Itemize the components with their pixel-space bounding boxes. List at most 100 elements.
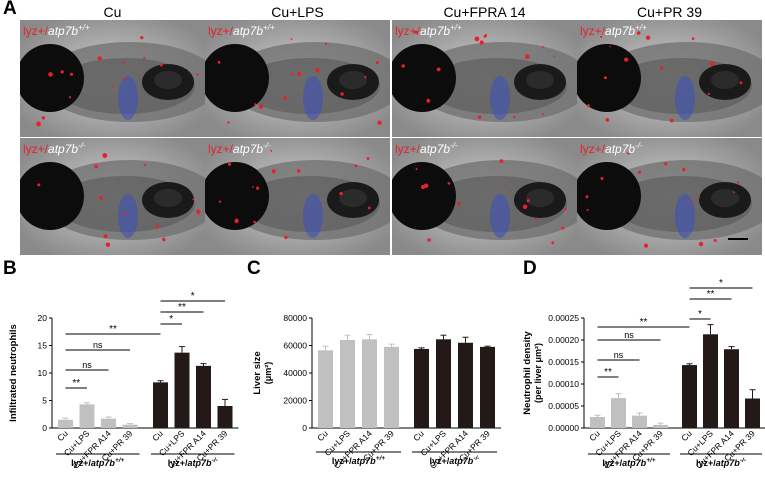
y-tick-label: 80000: [283, 313, 307, 323]
bar: [217, 406, 233, 428]
y-axis-label: Infiltrated neutrophils: [8, 324, 19, 422]
group-label: lyz+/atp7b-/-: [430, 455, 480, 466]
microscopy-image: lyz+/atp7b+/+: [577, 20, 762, 137]
bar: [196, 365, 211, 428]
group-label-prefix: lyz+/: [332, 456, 352, 466]
genotype-superscript: -/-: [450, 141, 458, 150]
bar: [122, 424, 138, 428]
genotype-superscript: +/+: [635, 23, 647, 32]
genotype-superscript: -/-: [78, 141, 86, 150]
scale-bar: [728, 238, 748, 240]
significance-label: ns: [624, 330, 634, 340]
group-label-gene: atp7b: [716, 458, 741, 468]
column-title-cu-lps: Cu+LPS: [271, 4, 324, 20]
genotype-superscript: +/+: [78, 23, 90, 32]
bar: [414, 348, 429, 428]
x-tick-label: Cu: [315, 428, 330, 443]
significance-label: *: [719, 278, 723, 289]
y-tick-label: 0.00010: [548, 379, 579, 389]
panel-letter-a: A: [3, 0, 17, 19]
genotype-label: lyz+/atp7b-/-: [395, 141, 458, 156]
group-label-prefix: lyz+/: [602, 458, 622, 468]
bar: [340, 340, 355, 428]
significance-label: **: [178, 302, 186, 313]
microscopy-image: lyz+/atp7b+/+: [205, 20, 390, 137]
group-label: lyz+/atp7b-/-: [696, 457, 746, 468]
bar: [611, 398, 626, 428]
bar: [174, 352, 190, 428]
genotype-label: lyz+/atp7b+/+: [208, 23, 275, 38]
group-label-prefix: lyz+/: [696, 458, 716, 468]
genotype-label: lyz+/atp7b+/+: [23, 23, 90, 38]
x-tick-label: Cu: [55, 428, 70, 443]
significance-label: **: [640, 317, 648, 328]
chart-liver-size: 0 20000 40000 60000 80000 Liver size (μm²) Cu Cu…: [252, 313, 501, 471]
y-tick-label: 0.00015: [548, 357, 579, 367]
bar: [362, 339, 377, 428]
group-label-gene: atp7b: [91, 458, 116, 468]
bar: [653, 424, 668, 428]
microscopy-image: lyz+/atp7b-/-: [205, 138, 390, 255]
y-tick-label: 20000: [283, 396, 307, 406]
bar: [101, 418, 116, 428]
significance-label: **: [72, 378, 80, 389]
bar: [480, 346, 495, 428]
genotype-superscript: -/-: [635, 141, 643, 150]
y-tick-label: 0: [302, 423, 307, 433]
bar: [703, 334, 718, 428]
genotype-prefix: lyz+/: [395, 142, 421, 156]
significance-label: **: [707, 289, 715, 300]
column-title-cu-fpra14: Cu+FPRA 14: [443, 4, 526, 20]
microscopy-image: lyz+/atp7b-/-: [577, 138, 762, 255]
group-label-gene: atp7b: [449, 456, 474, 466]
y-tick-label: 0.00000: [548, 423, 579, 433]
y-axis-unit: (per liver μm²): [533, 343, 543, 403]
y-tick-label: 0.00025: [548, 313, 579, 323]
group-label-superscript: -/-: [740, 457, 746, 464]
microscopy-image: lyz+/atp7b+/+: [20, 20, 205, 137]
genotype-gene: atp7b: [420, 24, 451, 38]
group-label-superscript: +/+: [646, 457, 656, 464]
group-label-gene: atp7b: [352, 456, 377, 466]
genotype-gene: atp7b: [233, 142, 264, 156]
x-tick-label: Cu: [679, 428, 694, 443]
group-label: lyz+/atp7b+/+: [332, 455, 385, 466]
column-title-cu-pr39: Cu+PR 39: [637, 4, 702, 20]
genotype-prefix: lyz+/: [208, 142, 234, 156]
panel-letter-b: B: [3, 258, 17, 279]
significance-label: **: [604, 367, 612, 378]
group-label-prefix: lyz+/: [168, 458, 188, 468]
chart-neutrophil-density: 0.00000 0.00005 0.00010 0.00015 0.00020 0.000…: [522, 278, 765, 471]
genotype-gene: atp7b: [48, 24, 79, 38]
bar: [58, 419, 73, 428]
y-axis-label: Liver size: [252, 351, 263, 394]
genotype-gene: atp7b: [48, 142, 79, 156]
group-label-superscript: +/+: [376, 455, 386, 462]
genotype-label: lyz+/atp7b+/+: [395, 23, 462, 38]
group-label: lyz+/atp7b+/+: [71, 457, 124, 468]
genotype-gene: atp7b: [233, 24, 264, 38]
microscopy-image: lyz+/atp7b+/+: [392, 20, 577, 137]
genotype-superscript: +/+: [450, 23, 462, 32]
bar: [724, 349, 739, 428]
significance-label: *: [191, 291, 195, 302]
bar: [745, 398, 760, 428]
group-label-gene: atp7b: [188, 458, 213, 468]
y-tick-label: 0: [42, 423, 47, 433]
group-label-prefix: lyz+/: [430, 456, 450, 466]
x-tick-label: Cu: [587, 428, 602, 443]
x-tick-label: Cu: [150, 428, 165, 443]
genotype-prefix: lyz+/: [23, 24, 49, 38]
bar: [590, 417, 605, 428]
column-title-cu: Cu: [103, 4, 122, 20]
significance-label: *: [169, 314, 173, 325]
group-label-gene: atp7b: [622, 458, 647, 468]
genotype-prefix: lyz+/: [580, 24, 606, 38]
x-tick-label: Cu: [411, 428, 426, 443]
y-tick-label: 15: [38, 341, 48, 351]
y-tick-label: 5: [42, 396, 47, 406]
bar: [79, 404, 95, 428]
group-label: lyz+/atp7b+/+: [602, 457, 655, 468]
bar: [632, 415, 647, 428]
